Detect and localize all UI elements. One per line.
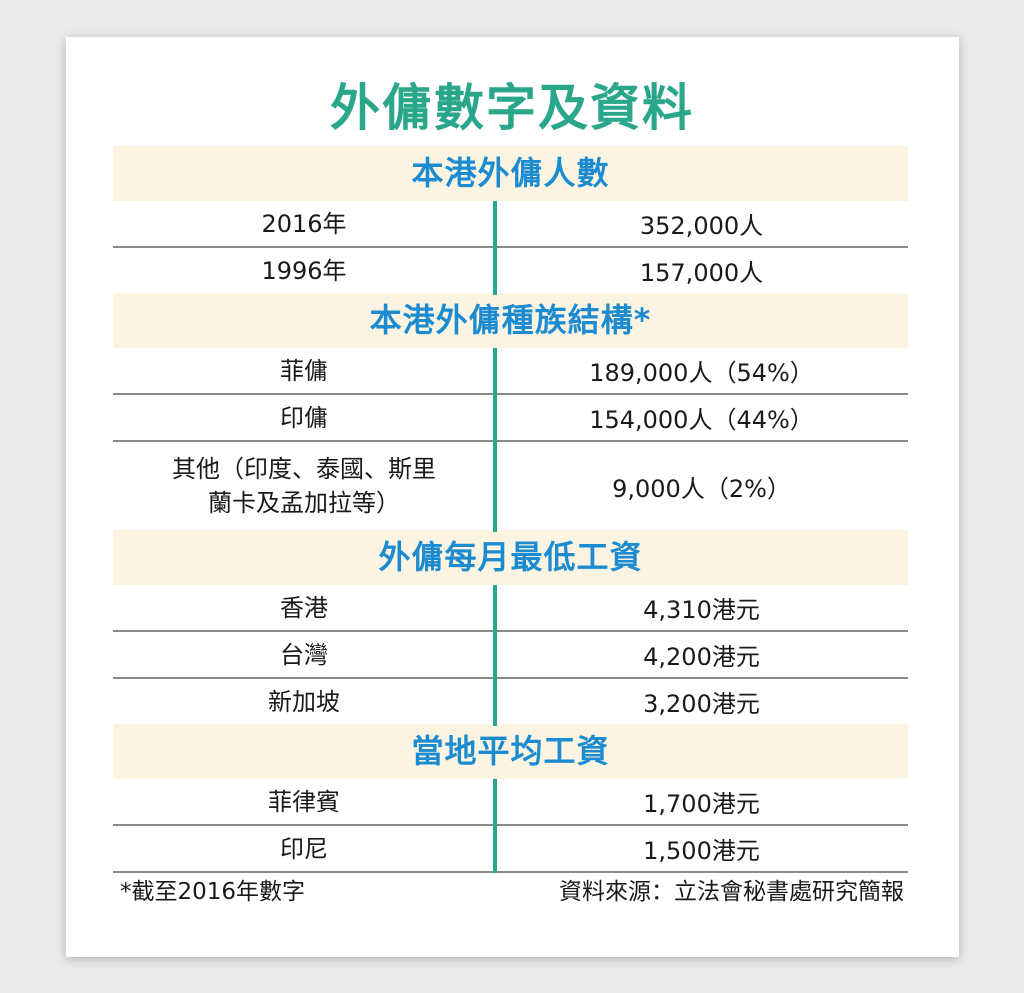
section-header-helper-count: 本港外傭人數 — [113, 146, 908, 201]
row-value: 352,000人 — [639, 212, 764, 240]
table-row: 新加坡 3,200港元 — [113, 679, 908, 726]
column-divider — [493, 442, 497, 532]
column-divider — [493, 585, 497, 632]
row-label: 菲傭 — [280, 356, 328, 385]
column-divider — [493, 248, 497, 295]
row-value: 189,000人（54%） — [589, 359, 814, 387]
row-label: 台灣 — [280, 640, 328, 669]
row-label: 其他（印度、泰國、斯里 蘭卡及孟加拉等） — [113, 452, 495, 520]
section-header-minimum-wage: 外傭每月最低工資 — [113, 530, 908, 585]
table-row: 台灣 4,200港元 — [113, 632, 908, 679]
row-label: 菲律賓 — [268, 787, 340, 816]
row-label: 香港 — [280, 593, 328, 622]
table-row: 印尼 1,500港元 — [113, 826, 908, 873]
row-value: 154,000人（44%） — [589, 406, 814, 434]
row-label: 印傭 — [280, 403, 328, 432]
section-header-local-average-wage: 當地平均工資 — [113, 724, 908, 779]
table-row: 1996年 157,000人 — [113, 248, 908, 295]
row-value: 157,000人 — [639, 259, 764, 287]
row-value: 1,700港元 — [643, 790, 760, 818]
column-divider — [493, 679, 497, 726]
row-label: 1996年 — [261, 256, 347, 285]
table-row: 菲傭 189,000人（54%） — [113, 348, 908, 395]
row-value: 4,310港元 — [643, 596, 760, 624]
row-value: 9,000人（2%） — [612, 474, 791, 503]
row-value: 1,500港元 — [643, 837, 760, 865]
footnote: *截至2016年數字 — [120, 879, 306, 905]
column-divider — [493, 826, 497, 873]
column-divider — [493, 395, 497, 442]
column-divider — [493, 779, 497, 826]
row-label-line: 蘭卡及孟加拉等） — [208, 489, 400, 517]
row-label: 新加坡 — [268, 687, 340, 716]
table-row: 印傭 154,000人（44%） — [113, 395, 908, 442]
section-header-ethnic-composition: 本港外傭種族結構* — [113, 293, 908, 348]
table-row: 菲律賓 1,700港元 — [113, 779, 908, 826]
row-label: 2016年 — [261, 209, 347, 238]
table-row: 2016年 352,000人 — [113, 201, 908, 248]
row-label-line: 其他（印度、泰國、斯里 — [172, 455, 436, 483]
page-title: 外傭數字及資料 — [330, 79, 694, 137]
table-row: 香港 4,310港元 — [113, 585, 908, 632]
row-label: 印尼 — [280, 834, 328, 863]
column-divider — [493, 348, 497, 395]
row-value: 4,200港元 — [643, 643, 760, 671]
source-note: 資料來源：立法會秘書處研究簡報 — [559, 879, 904, 905]
row-value: 3,200港元 — [643, 690, 760, 718]
column-divider — [493, 632, 497, 679]
table-row: 其他（印度、泰國、斯里 蘭卡及孟加拉等） 9,000人（2%） — [113, 442, 908, 532]
column-divider — [493, 201, 497, 248]
data-table: 本港外傭人數 2016年 352,000人 1996年 157,000人 本港外… — [113, 146, 908, 873]
